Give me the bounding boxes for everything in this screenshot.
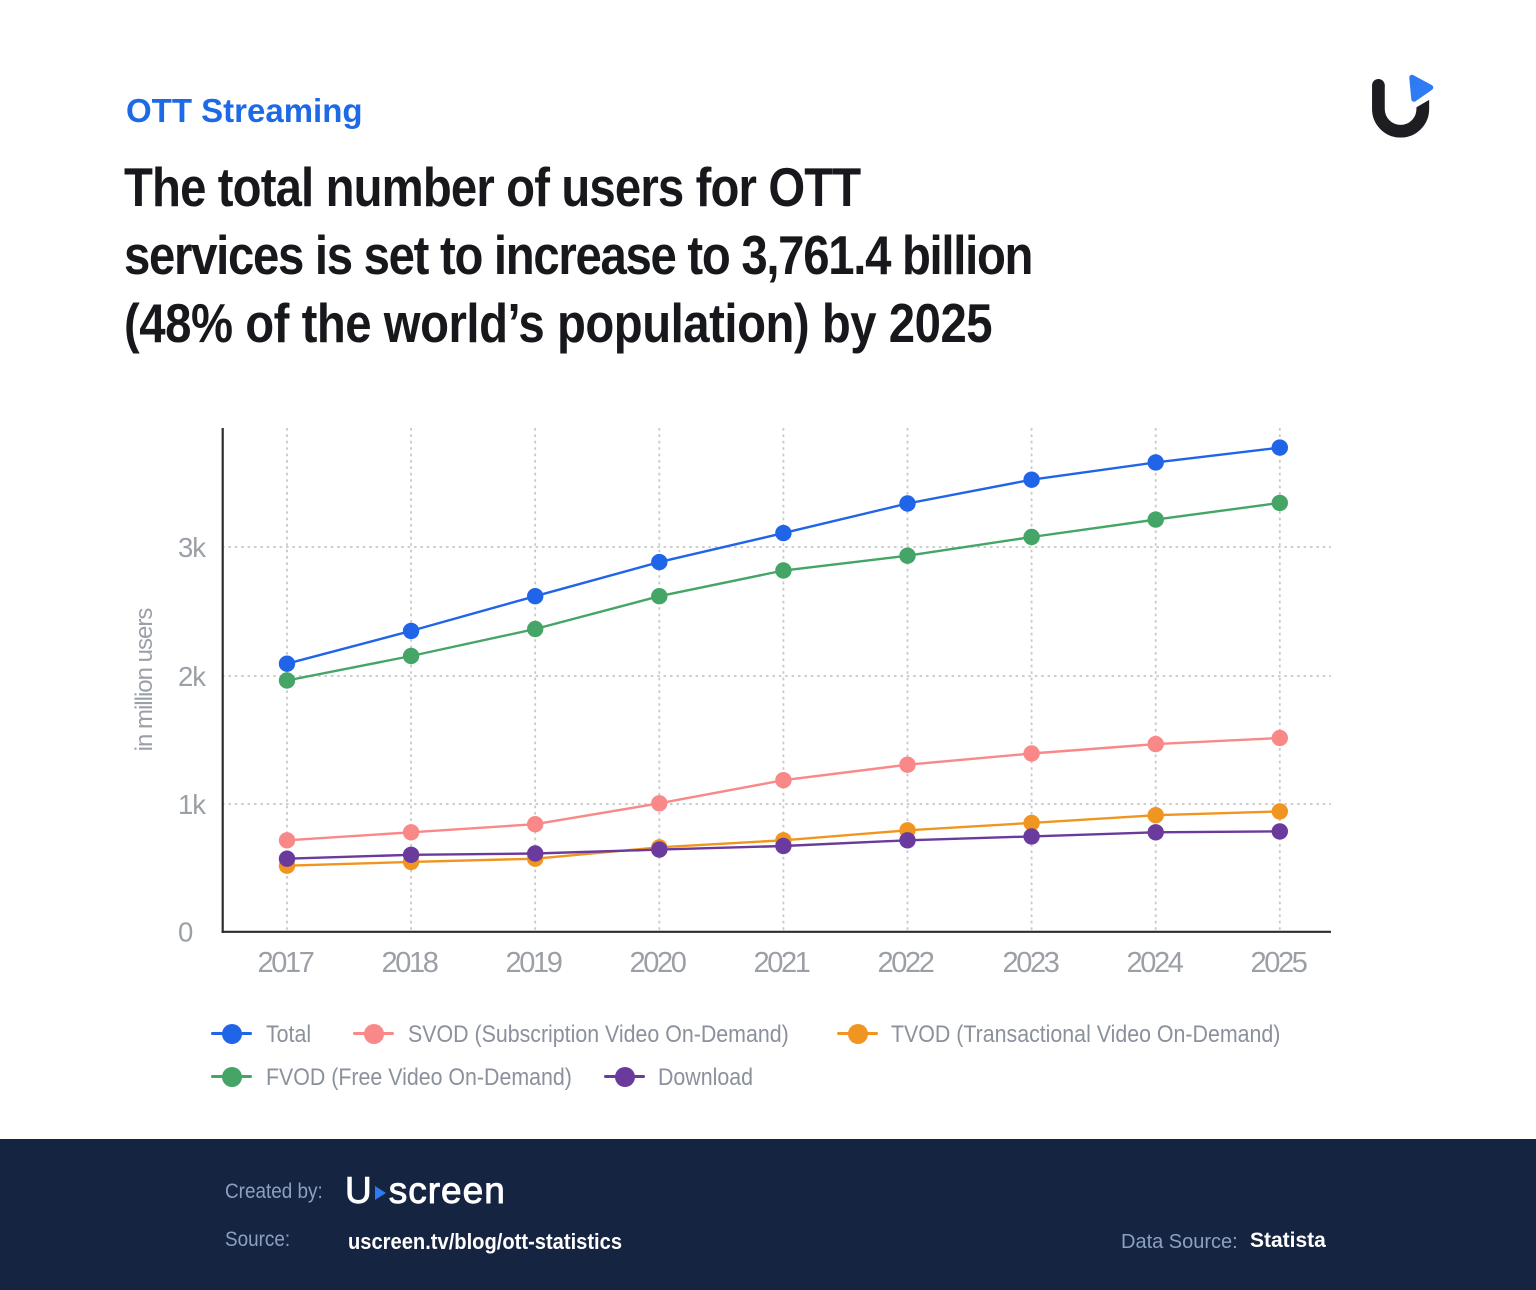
svg-text:2018: 2018 bbox=[382, 947, 438, 979]
svg-text:2017: 2017 bbox=[258, 947, 314, 979]
svg-text:2k: 2k bbox=[178, 661, 206, 692]
svg-text:2025: 2025 bbox=[1251, 947, 1307, 979]
svg-text:2020: 2020 bbox=[630, 947, 686, 979]
svg-text:2021: 2021 bbox=[754, 947, 810, 979]
svg-text:1k: 1k bbox=[178, 789, 206, 820]
svg-text:0: 0 bbox=[178, 917, 193, 948]
svg-text:2023: 2023 bbox=[1003, 947, 1059, 979]
svg-text:2019: 2019 bbox=[506, 947, 562, 979]
svg-text:2022: 2022 bbox=[878, 947, 934, 979]
svg-text:2024: 2024 bbox=[1127, 947, 1184, 979]
svg-text:3k: 3k bbox=[178, 532, 206, 563]
svg-text:in million users: in million users bbox=[131, 608, 158, 752]
